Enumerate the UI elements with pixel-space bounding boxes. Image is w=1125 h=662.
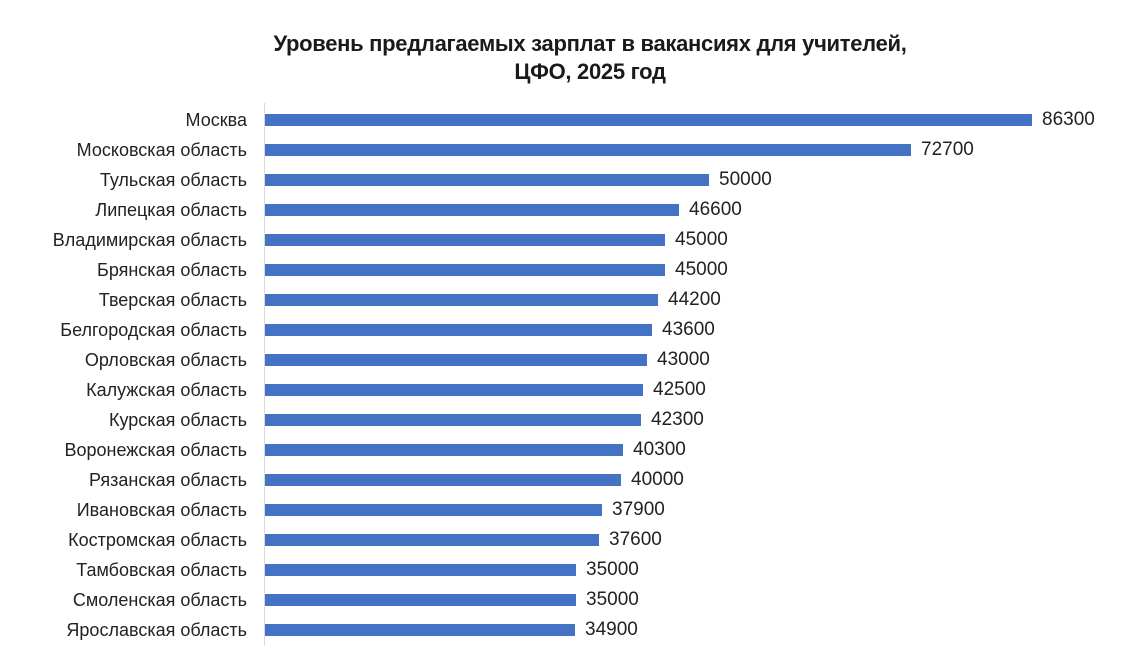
bar [265, 444, 623, 456]
bar-row: Воронежская область 40300 [0, 435, 1125, 465]
bar [265, 534, 599, 546]
bar-row: Орловская область 43000 [0, 345, 1125, 375]
bar-row: Калужская область 42500 [0, 375, 1125, 405]
bar [265, 384, 643, 396]
value-label: 43600 [662, 319, 715, 340]
value-label: 40300 [633, 439, 686, 460]
value-label: 86300 [1042, 109, 1095, 130]
value-label: 45000 [675, 229, 728, 250]
bar-row: Курская область 42300 [0, 405, 1125, 435]
value-label: 45000 [675, 259, 728, 280]
bar-row: Владимирская область 45000 [0, 225, 1125, 255]
category-label: Ивановская область [76, 500, 247, 520]
value-label: 35000 [586, 559, 639, 580]
bar-row: Липецкая область 46600 [0, 195, 1125, 225]
bar-row: Костромская область 37600 [0, 525, 1125, 555]
bar-row: Брянская область 45000 [0, 255, 1125, 285]
bar-row: Белгородская область 43600 [0, 315, 1125, 345]
category-label: Рязанская область [88, 470, 247, 490]
bar [265, 414, 641, 426]
bar [265, 564, 576, 576]
value-label: 40000 [631, 469, 684, 490]
value-label: 46600 [689, 199, 742, 220]
category-label: Москва [185, 110, 247, 130]
category-label: Тульская область [99, 170, 247, 190]
category-label: Костромская область [68, 530, 247, 550]
bar [265, 294, 658, 306]
bar-row: Ярославская область 34900 [0, 615, 1125, 645]
bar-row: Тверская область 44200 [0, 285, 1125, 315]
bar [265, 264, 665, 276]
bar [265, 174, 709, 186]
bar-row: Смоленская область 35000 [0, 585, 1125, 615]
chart-title: Уровень предлагаемых зарплат в вакансиях… [0, 30, 1125, 86]
chart-title-line-1: Уровень предлагаемых зарплат в вакансиях… [273, 31, 907, 56]
bar-row: Москва 86300 [0, 105, 1125, 135]
bar [265, 624, 575, 636]
bar [265, 234, 665, 246]
value-label: 50000 [719, 169, 772, 190]
y-axis-line [264, 103, 265, 646]
category-label: Ярославская область [66, 620, 247, 640]
value-label: 42300 [651, 409, 704, 430]
value-label: 42500 [653, 379, 706, 400]
bar [265, 594, 576, 606]
bar [265, 144, 911, 156]
value-label: 37900 [612, 499, 665, 520]
category-label: Белгородская область [60, 320, 247, 340]
category-label: Орловская область [84, 350, 247, 370]
category-label: Курская область [109, 410, 247, 430]
category-label: Липецкая область [95, 200, 247, 220]
bar [265, 324, 652, 336]
bar-row: Рязанская область 40000 [0, 465, 1125, 495]
value-label: 43000 [657, 349, 710, 370]
chart-title-line-2: ЦФО, 2025 год [514, 59, 666, 84]
bar-row: Тамбовская область 35000 [0, 555, 1125, 585]
category-label: Тамбовская область [76, 560, 247, 580]
value-label: 44200 [668, 289, 721, 310]
category-label: Брянская область [97, 260, 247, 280]
bar [265, 114, 1032, 126]
bar-row: Московская область 72700 [0, 135, 1125, 165]
category-label: Смоленская область [72, 590, 247, 610]
bar-row: Ивановская область 37900 [0, 495, 1125, 525]
category-label: Тверская область [98, 290, 247, 310]
value-label: 35000 [586, 589, 639, 610]
category-label: Воронежская область [64, 440, 247, 460]
value-label: 72700 [921, 139, 974, 160]
bar [265, 504, 602, 516]
category-label: Московская область [76, 140, 247, 160]
category-label: Калужская область [86, 380, 247, 400]
category-label: Владимирская область [52, 230, 247, 250]
bar [265, 354, 647, 366]
bar-row: Тульская область 50000 [0, 165, 1125, 195]
bar [265, 474, 621, 486]
value-label: 34900 [585, 619, 638, 640]
value-label: 37600 [609, 529, 662, 550]
bar [265, 204, 679, 216]
